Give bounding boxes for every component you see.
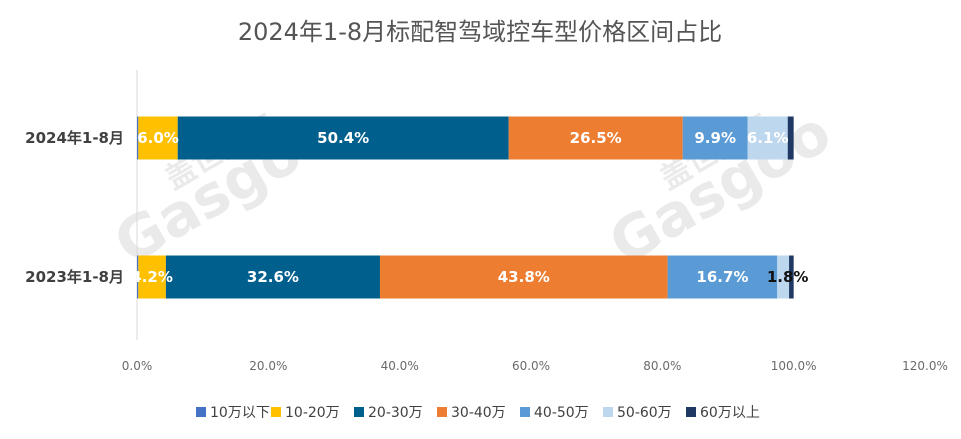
bar-segment [747,116,788,160]
bar-segment [165,255,380,299]
legend-swatch [271,407,281,417]
legend-label: 10-20万 [285,405,340,421]
bar-segment [789,255,794,299]
data-label: 16.7% [696,268,748,286]
data-label: 6.1% [747,129,789,147]
data-label: 26.5% [570,129,622,147]
bar-segment [177,116,509,160]
legend-label: 30-40万 [451,405,506,421]
bar-segment [138,116,178,160]
legend-label: 60万以上 [700,405,760,421]
chart-title: 2024年1-8月标配智驾域控车型价格区间占比 [238,18,722,46]
x-tick-label: 100.0% [771,359,817,373]
x-tick-label: 60.0% [512,359,550,373]
bar-segment [777,255,790,299]
x-tick-label: 120.0% [902,359,948,373]
legend-label: 20-30万 [368,405,423,421]
data-label: 9.9% [694,129,736,147]
bar-segment [138,255,166,299]
category-labels-group: 2024年1-8月 2023年1-8月 [25,129,124,286]
bar-segment [137,116,139,160]
legend-swatch [437,407,447,417]
x-tick-label: 0.0% [122,359,153,373]
legend-label: 40-50万 [534,405,589,421]
legend-swatch [520,407,530,417]
category-label: 2023年1-8月 [25,268,124,286]
x-tick-labels-group: 0.0% 20.0% 40.0% 60.0% 80.0% 100.0% 120.0% [122,359,948,373]
legend-swatch [354,407,364,417]
x-tick-label: 20.0% [249,359,287,373]
data-label: 6.0% [137,129,179,147]
data-label: 4.2% [131,268,173,286]
bar-segment [137,255,139,299]
bars-group [137,116,794,299]
data-labels-group: 6.0% 50.4% 26.5% 9.9% 6.1% 4.2% 32.6% 43.8% 16.7… [131,129,808,286]
category-label: 2024年1-8月 [25,129,124,147]
legend: 10万以下 10-20万 20-30万 30-40万 40-50万 50-60万 60万以上 [196,405,760,421]
bar-segment [667,255,778,299]
data-label: 43.8% [498,268,550,286]
bar-segment [787,116,794,160]
data-label: 50.4% [317,129,369,147]
legend-swatch [196,407,206,417]
legend-label: 10万以下 [210,405,270,421]
x-tick-label: 80.0% [643,359,681,373]
data-label: 1.8% [767,268,809,286]
bar-segment [379,255,668,299]
bar-segment [508,116,683,160]
legend-label: 50-60万 [617,405,672,421]
legend-swatch [603,407,613,417]
bar-segment [682,116,748,160]
data-label: 32.6% [247,268,299,286]
x-tick-label: 40.0% [381,359,419,373]
legend-swatch [686,407,696,417]
